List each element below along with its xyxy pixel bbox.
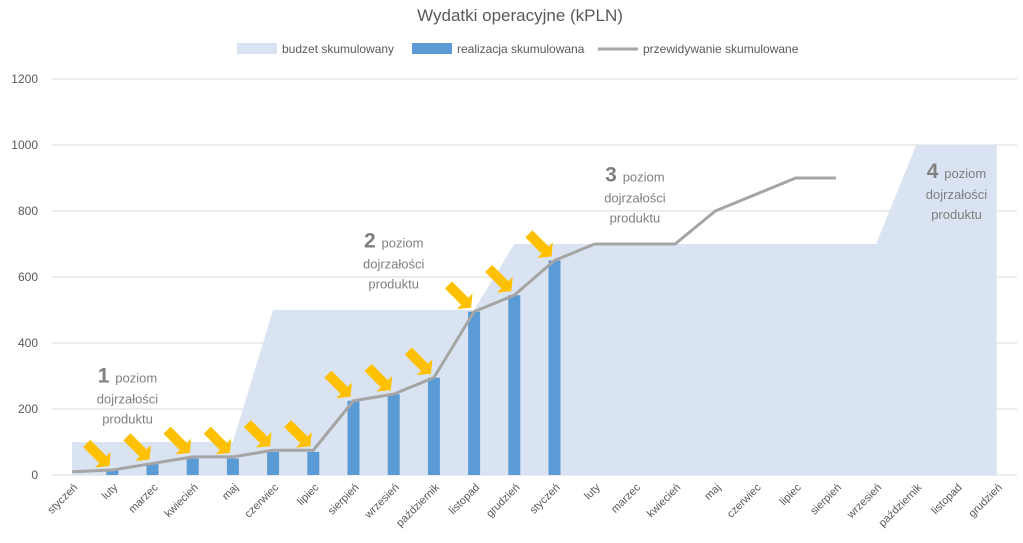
x-tick-label: kwiecień — [645, 482, 683, 520]
x-tick-label: wrzesień — [844, 482, 884, 522]
legend-label-budget: budzet skumulowany — [282, 42, 394, 56]
bar-realization — [267, 451, 280, 475]
x-tick-label: luty — [100, 481, 121, 502]
y-tick-label: 600 — [18, 270, 38, 284]
x-tick-label: listopad — [447, 482, 482, 517]
x-tick-label: wrzesień — [362, 482, 402, 522]
x-tick-label: grudzień — [484, 482, 522, 520]
annotation-line3: produktu — [610, 210, 661, 225]
annotation-line2: dojrzałości — [363, 256, 425, 271]
x-tick-label: lipiec — [295, 481, 322, 508]
bar-realization — [106, 470, 119, 475]
bar-realization — [508, 295, 521, 475]
legend-label-forecast: przewidywanie skumulowane — [643, 42, 799, 56]
bar-realization — [307, 451, 320, 475]
y-tick-label: 400 — [18, 336, 38, 350]
bar-realization — [427, 377, 440, 475]
legend-label-realization: realizacja skumulowana — [457, 42, 585, 56]
x-tick-label: lipiec — [778, 481, 805, 508]
legend: budzet skumulowany realizacja skumulowan… — [237, 42, 799, 56]
x-tick-label: czerwiec — [242, 481, 281, 520]
annotation-line2: dojrzałości — [97, 392, 159, 407]
x-tick-label: październik — [394, 481, 442, 529]
annotation-line3: produktu — [102, 412, 153, 427]
arrow-icon — [284, 420, 312, 448]
y-tick-label: 800 — [18, 204, 38, 218]
line-forecast — [72, 176, 836, 474]
arrow-icon — [525, 230, 553, 258]
arrow-icon — [364, 363, 393, 392]
arrow-icon — [123, 433, 151, 461]
annotation-line1: 1 poziom — [98, 365, 157, 388]
y-tick-label: 200 — [18, 402, 38, 416]
annotation-line3: produktu — [368, 276, 419, 291]
y-tick-label: 1000 — [11, 138, 38, 152]
x-tick-label: październik — [877, 481, 925, 529]
annotation-line1: 4 poziom — [927, 160, 986, 183]
legend-swatch-realization — [412, 43, 452, 54]
arrow-icon — [203, 426, 232, 455]
area-budget — [72, 145, 997, 475]
x-tick-label: luty — [582, 481, 603, 502]
x-tick-label: marzec — [609, 481, 643, 515]
bar-realization — [226, 458, 239, 475]
annotation-line1: 2 poziom — [364, 229, 423, 252]
bar-realization — [347, 400, 360, 475]
annotation-line2: dojrzałości — [604, 190, 666, 205]
x-tick-label: kwiecień — [163, 482, 201, 520]
x-tick-label: listopad — [929, 482, 964, 517]
annotation-line3: produktu — [931, 207, 982, 222]
arrow-icon — [444, 281, 473, 310]
arrow-icon — [83, 439, 111, 468]
bar-realization — [468, 311, 481, 475]
legend-swatch-budget — [237, 43, 277, 54]
x-tick-label: czerwiec — [725, 481, 764, 520]
annotation-line2: dojrzałości — [926, 187, 988, 202]
arrow-icon — [243, 420, 272, 448]
x-tick-label: grudzień — [966, 482, 1004, 520]
annotation-line1: 3 poziom — [605, 163, 664, 186]
x-tick-label: sierpień — [808, 482, 844, 518]
arrow-icon — [163, 426, 192, 455]
bar-realization — [387, 394, 400, 475]
bar-realization — [186, 458, 199, 475]
chart-title: Wydatki operacyjne (kPLN) — [417, 6, 623, 25]
bar-realization — [146, 463, 159, 475]
x-tick-label: maj — [220, 482, 241, 503]
x-tick-label: styczeń — [528, 482, 563, 517]
x-tick-label: styczeń — [45, 482, 80, 517]
y-tick-label: 1200 — [11, 72, 38, 86]
arrow-icon — [324, 370, 352, 399]
x-tick-label: sierpień — [326, 482, 362, 518]
arrow-icon — [404, 347, 433, 376]
x-tick-label: marzec — [127, 481, 161, 515]
bar-realization — [548, 260, 561, 475]
arrow-icon — [485, 264, 513, 293]
y-tick-label: 0 — [31, 468, 38, 482]
x-tick-label: maj — [702, 482, 723, 503]
